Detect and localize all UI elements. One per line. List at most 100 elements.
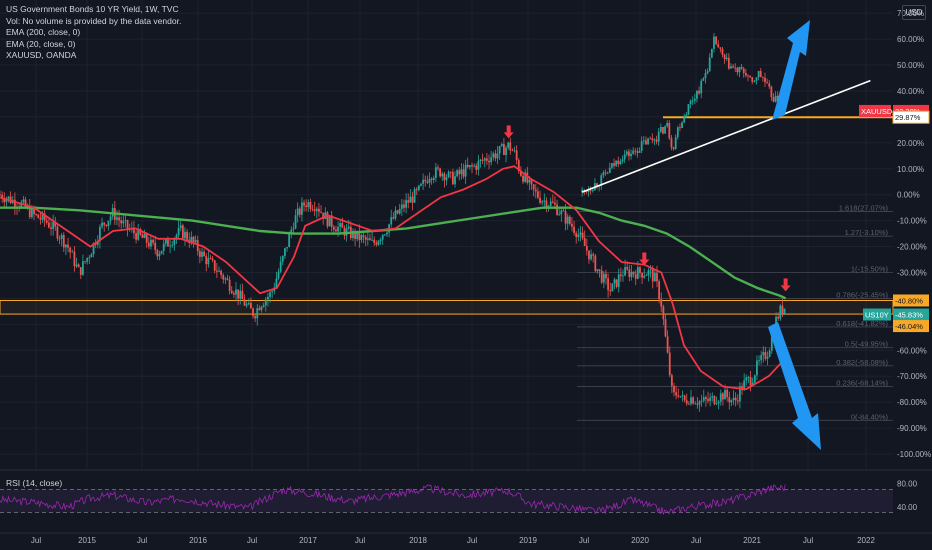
- candle-body: [458, 170, 461, 175]
- candle-body: [503, 144, 505, 155]
- candle-body: [724, 389, 726, 400]
- arrow-head: [503, 132, 514, 139]
- xauusd-candle-body: [740, 66, 743, 69]
- y-tick-label: -20.00%: [897, 243, 927, 252]
- candle-body: [147, 242, 150, 247]
- level-badge-text: -40.80%: [895, 296, 923, 305]
- arrow-shape: [768, 322, 821, 450]
- xauusd-candle-body: [625, 151, 628, 155]
- chart-legend: US Government Bonds 10 YR Yield, 1W, TVC…: [6, 4, 181, 62]
- candle-body: [415, 189, 418, 190]
- red-down-arrow[interactable]: [780, 278, 791, 292]
- rsi-pane[interactable]: 80.00 40.00: [0, 480, 918, 515]
- candle-body: [43, 213, 46, 221]
- candle-body: [753, 375, 756, 383]
- xauusd-candle-body: [736, 67, 739, 73]
- red-down-arrow[interactable]: [639, 252, 650, 266]
- candle-body: [704, 397, 707, 400]
- xauusd-candle-body: [619, 161, 622, 164]
- x-tick-label: Jul: [137, 536, 147, 545]
- xauusd-candle-body: [623, 154, 626, 160]
- xauusd-candle-body: [634, 150, 637, 152]
- fib-retracement[interactable]: 1.618(27.07%) 1.27(-3.10%) 1(-15.50%) 0.786…: [577, 204, 893, 422]
- time-axis[interactable]: Jul 2015 Jul 2016 Jul 2017 Jul 2018 Jul 2019 Jul 20…: [31, 536, 876, 545]
- xauusd-candle-body: [757, 70, 760, 78]
- candle-body: [92, 242, 95, 255]
- blue-up-arrow[interactable]: [772, 20, 810, 120]
- xauusd-candle-body: [659, 126, 662, 132]
- legend-ema200[interactable]: EMA (200, close, 0): [6, 27, 81, 37]
- candle-body: [222, 275, 225, 280]
- candle-body: [749, 377, 752, 386]
- candle-body: [88, 257, 91, 259]
- candle-body: [658, 281, 661, 300]
- xauusd-candle-body: [706, 71, 709, 74]
- trendline[interactable]: [581, 79, 871, 193]
- candle-body: [534, 189, 537, 192]
- drawings[interactable]: [503, 20, 871, 450]
- candle-body: [105, 224, 108, 226]
- candle-body: [690, 397, 692, 404]
- candle-body: [441, 173, 444, 177]
- us10y-name-badge: [863, 308, 891, 321]
- candle-body: [369, 238, 371, 241]
- candle-body: [343, 227, 346, 236]
- legend-title[interactable]: US Government Bonds 10 YR Yield, 1W, TVC: [6, 4, 179, 14]
- candle-body: [509, 142, 512, 151]
- candle-body: [581, 232, 584, 239]
- xauusd-candle-body: [730, 66, 732, 69]
- legend-ema20[interactable]: EMA (20, close, 0): [6, 38, 76, 49]
- xauusd-candle-body: [702, 78, 705, 81]
- x-tick-label: Jul: [691, 536, 701, 545]
- candle-body: [65, 244, 67, 248]
- yield-zone-rect[interactable]: [0, 299, 894, 315]
- xauusd-candle-body: [685, 114, 688, 116]
- candle-body: [405, 200, 408, 208]
- candle-body: [583, 238, 586, 246]
- candle-body: [743, 380, 746, 391]
- candle-body: [611, 283, 614, 292]
- candle-body: [288, 234, 291, 248]
- candle-body: [630, 271, 633, 278]
- legend-overlay[interactable]: XAUUSD, OANDA: [6, 50, 77, 60]
- xauusd-candle-body: [704, 73, 707, 79]
- candle-body: [5, 198, 8, 203]
- y-tick-label: 60.00%: [897, 35, 924, 44]
- currency-button[interactable]: USD: [902, 5, 926, 20]
- xauusd-candle-body: [674, 137, 677, 149]
- red-down-arrow[interactable]: [503, 125, 514, 139]
- candle-body: [239, 290, 242, 299]
- candle-body: [492, 153, 495, 158]
- candle-body: [1, 194, 4, 199]
- candle-body: [56, 226, 59, 239]
- candle-body: [269, 292, 271, 297]
- blue-down-arrow[interactable]: [768, 322, 821, 450]
- candle-body: [634, 274, 637, 279]
- candle-body: [498, 146, 501, 154]
- candle-body: [590, 254, 592, 260]
- candle-body: [400, 204, 403, 209]
- candle-body: [133, 227, 135, 234]
- xauusd-candle-body: [738, 66, 741, 73]
- rsi-legend[interactable]: RSI (14, close): [6, 478, 63, 488]
- candle-body: [730, 400, 733, 403]
- candle-body: [232, 293, 235, 295]
- candle-body: [445, 177, 448, 181]
- xauusd-candle-body: [764, 77, 766, 83]
- xauusd-candle-body: [679, 127, 681, 129]
- candle-body: [315, 208, 318, 212]
- candle-body: [254, 316, 257, 319]
- candle-body: [585, 245, 588, 251]
- candle-body: [532, 184, 535, 190]
- candle-body: [613, 279, 616, 284]
- candle-body: [779, 305, 782, 319]
- xauusd-candle-body: [719, 47, 722, 49]
- y-tick-label: -30.00%: [897, 268, 927, 277]
- candle-body: [451, 172, 454, 185]
- candle-body: [477, 160, 480, 170]
- candle-body: [160, 250, 163, 254]
- horizontal-levels[interactable]: [0, 116, 894, 315]
- fib-level-label: 1.27(-3.10%): [845, 228, 889, 237]
- xauusd-candle-body: [700, 80, 703, 94]
